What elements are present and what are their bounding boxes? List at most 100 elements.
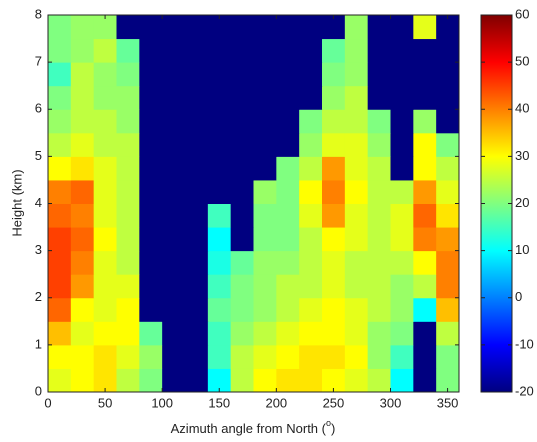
heatmap-cell bbox=[436, 15, 460, 40]
heatmap-cell bbox=[436, 344, 460, 369]
heatmap-cell bbox=[299, 274, 323, 299]
heatmap-cell bbox=[207, 227, 232, 252]
heatmap-cell bbox=[276, 344, 300, 369]
heatmap-cell bbox=[230, 62, 254, 87]
y-tick-label: 2 bbox=[35, 289, 42, 304]
heatmap-cell bbox=[116, 297, 140, 322]
heatmap-cell bbox=[230, 109, 254, 134]
heatmap-cell bbox=[116, 227, 140, 252]
heatmap-cell bbox=[253, 132, 277, 157]
heatmap-cell bbox=[93, 62, 117, 87]
heatmap-cell bbox=[230, 250, 254, 275]
heatmap-cell bbox=[367, 321, 391, 346]
heatmap-cell bbox=[322, 368, 346, 393]
heatmap-cell bbox=[185, 344, 209, 369]
heatmap-cell bbox=[436, 274, 460, 299]
heatmap-cell bbox=[276, 15, 300, 40]
y-tick-label: 7 bbox=[35, 54, 42, 69]
heatmap-cell bbox=[276, 250, 300, 275]
heatmap-cell bbox=[299, 85, 323, 110]
heatmap-cell bbox=[344, 85, 369, 110]
y-tick-label: 1 bbox=[35, 336, 42, 351]
heatmap-cell bbox=[276, 203, 300, 228]
heatmap-cell bbox=[70, 38, 95, 63]
heatmap-cell bbox=[185, 62, 209, 87]
heatmap-cell bbox=[93, 132, 117, 157]
heatmap-cell bbox=[48, 368, 72, 393]
x-tick-label: 300 bbox=[380, 395, 402, 410]
heatmap-cell bbox=[139, 179, 163, 204]
heatmap-cell bbox=[322, 274, 346, 299]
heatmap-cell bbox=[139, 274, 163, 299]
heatmap-cell bbox=[116, 38, 140, 63]
colorbar-tick-label: 0 bbox=[515, 289, 522, 304]
heatmap-cell bbox=[299, 368, 323, 393]
heatmap-cell bbox=[322, 109, 346, 134]
heatmap-cell bbox=[413, 15, 437, 40]
heatmap-cell bbox=[139, 15, 163, 40]
heatmap-cell bbox=[436, 132, 460, 157]
heatmap-cell bbox=[322, 85, 346, 110]
heatmap-cell bbox=[116, 274, 140, 299]
y-tick-label: 6 bbox=[35, 101, 42, 116]
heatmap-cell bbox=[93, 321, 117, 346]
heatmap-cell bbox=[93, 227, 117, 252]
heatmap-cell bbox=[390, 274, 414, 299]
heatmap-cell bbox=[413, 250, 437, 275]
heatmap-cell bbox=[70, 15, 95, 40]
heatmap-cell bbox=[207, 85, 232, 110]
heatmap-cell bbox=[48, 297, 72, 322]
y-tick-label: 5 bbox=[35, 148, 42, 163]
heatmap-cell bbox=[139, 321, 163, 346]
heatmap-cell bbox=[344, 179, 369, 204]
heatmap-cell bbox=[70, 85, 95, 110]
heatmap-cell bbox=[93, 156, 117, 181]
heatmap-cell bbox=[367, 179, 391, 204]
heatmap-cell bbox=[185, 274, 209, 299]
heatmap-cell bbox=[93, 109, 117, 134]
heatmap-cell bbox=[276, 179, 300, 204]
heatmap-cell bbox=[253, 203, 277, 228]
heatmap-cell bbox=[367, 344, 391, 369]
heatmap-cell bbox=[162, 227, 186, 252]
heatmap-cell bbox=[116, 62, 140, 87]
heatmap-cell bbox=[367, 109, 391, 134]
heatmap-cell bbox=[93, 368, 117, 393]
heatmap-cell bbox=[70, 62, 95, 87]
heatmap-cell bbox=[322, 321, 346, 346]
x-tick-label: 100 bbox=[151, 395, 173, 410]
heatmap-cell bbox=[367, 132, 391, 157]
heatmap-cell bbox=[276, 62, 300, 87]
heatmap-cell bbox=[185, 227, 209, 252]
heatmap-cell bbox=[299, 250, 323, 275]
heatmap-cell bbox=[390, 132, 414, 157]
heatmap-cell bbox=[390, 38, 414, 63]
heatmap-cell bbox=[230, 38, 254, 63]
heatmap-cell bbox=[413, 38, 437, 63]
heatmap-cell bbox=[162, 62, 186, 87]
heatmap-cell bbox=[299, 179, 323, 204]
heatmap-cell bbox=[162, 38, 186, 63]
heatmap-cell bbox=[116, 109, 140, 134]
heatmap-cell bbox=[70, 321, 95, 346]
heatmap-cell bbox=[390, 85, 414, 110]
heatmap-cell bbox=[48, 227, 72, 252]
x-tick-label: 150 bbox=[208, 395, 230, 410]
colorbar-tick-label: 10 bbox=[515, 242, 529, 257]
heatmap-cell bbox=[139, 156, 163, 181]
heatmap-cell bbox=[367, 85, 391, 110]
heatmap-cell bbox=[413, 368, 437, 393]
heatmap-cell bbox=[299, 38, 323, 63]
x-tick-label: 350 bbox=[437, 395, 459, 410]
heatmap-cell bbox=[139, 109, 163, 134]
heatmap-cell bbox=[276, 227, 300, 252]
heatmap-cell bbox=[413, 179, 437, 204]
heatmap-cell bbox=[367, 156, 391, 181]
heatmap-cell bbox=[413, 321, 437, 346]
heatmap-cell bbox=[207, 15, 232, 40]
heatmap-cell bbox=[48, 179, 72, 204]
y-tick-label: 3 bbox=[35, 242, 42, 257]
heatmap-cell bbox=[322, 297, 346, 322]
heatmap-cell bbox=[230, 85, 254, 110]
